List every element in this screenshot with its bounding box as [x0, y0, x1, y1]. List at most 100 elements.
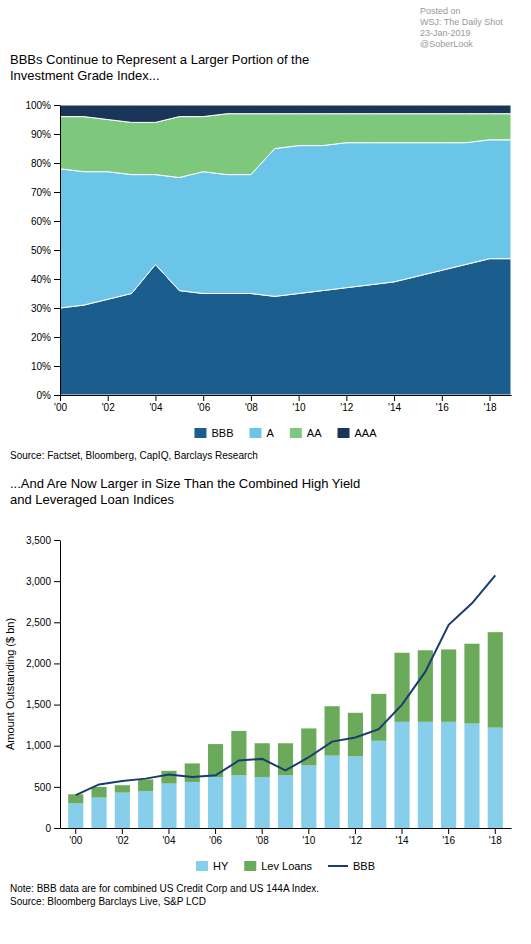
bar	[91, 787, 106, 798]
tick: 80%	[31, 158, 60, 169]
tick-mark	[54, 787, 60, 788]
tick: '14	[396, 828, 409, 846]
tick-label: 10%	[31, 361, 51, 372]
tick-label: '10	[302, 835, 315, 846]
tick-mark	[299, 395, 300, 401]
tick-label: '14	[396, 835, 409, 846]
legend-swatch	[196, 861, 208, 871]
tick-mark	[60, 395, 61, 401]
legend-label: HY	[213, 860, 229, 872]
tick-label: '12	[349, 835, 362, 846]
tick-label: 2,000	[26, 658, 51, 669]
tick: 0%	[37, 390, 60, 401]
tick-label: 30%	[31, 303, 51, 314]
legend-swatch	[249, 428, 261, 438]
tick: 20%	[31, 332, 60, 343]
legend-swatch	[290, 428, 302, 438]
bar	[325, 706, 340, 755]
axis-line	[61, 828, 512, 829]
bar	[371, 694, 386, 741]
legend-item: AA	[290, 427, 322, 439]
tick-mark	[54, 366, 60, 367]
tick: '00	[69, 828, 82, 846]
legend-swatch	[328, 865, 348, 867]
tick: 2,500	[26, 617, 60, 628]
tick-label: '06	[197, 402, 210, 413]
tick: '10	[302, 828, 315, 846]
tick-mark	[54, 308, 60, 309]
tick-label: 500	[34, 782, 51, 793]
annotation: Posted on	[420, 6, 461, 16]
tick-label: 1,000	[26, 740, 51, 751]
legend-swatch	[244, 861, 256, 871]
bar	[138, 791, 153, 828]
tick-label: 70%	[31, 187, 51, 198]
tick: 30%	[31, 303, 60, 314]
tick-label: '00	[54, 402, 67, 413]
tick-mark	[355, 828, 356, 834]
tick-label: '16	[442, 835, 455, 846]
tick-mark	[108, 395, 109, 401]
tick: '18	[484, 395, 497, 413]
axis-line	[61, 395, 512, 396]
tick-mark	[54, 279, 60, 280]
bar	[68, 794, 83, 803]
tick: 0	[45, 823, 60, 834]
legend-label: AAA	[355, 427, 378, 439]
tick-mark	[203, 395, 204, 401]
bar	[161, 771, 176, 784]
tick-label: '18	[484, 402, 497, 413]
tick-mark	[155, 395, 156, 401]
annotation: @SoberLook	[420, 39, 473, 49]
tick: '04	[162, 828, 175, 846]
tick-label: 60%	[31, 216, 51, 227]
tick-mark	[495, 828, 496, 834]
source: Source: Bloomberg Barclays Live, S&P LCD	[10, 896, 206, 907]
tick-label: '14	[388, 402, 401, 413]
bar	[255, 777, 270, 828]
tick: '18	[489, 828, 502, 846]
tick-mark	[54, 250, 60, 251]
tick-label: '02	[116, 835, 129, 846]
tick-label: 0%	[37, 390, 52, 401]
bar	[441, 722, 456, 828]
legend-item: AAA	[338, 427, 378, 439]
tick-label: 80%	[31, 158, 51, 169]
tick-mark	[75, 828, 76, 834]
tick-mark	[394, 395, 395, 401]
tick-label: 3,500	[26, 535, 51, 546]
tick-label: '18	[489, 835, 502, 846]
legend-item: BBB	[328, 860, 375, 872]
plot-area	[60, 105, 511, 395]
y-axis: 0% 10% 20% 30% 40% 50% 60% 70% 80% 90% 100%	[25, 100, 60, 401]
title: BBBs Continue to Represent a Larger Port…	[10, 52, 309, 83]
tick-label: 40%	[31, 274, 51, 285]
tick-label: 50%	[31, 245, 51, 256]
tick-mark	[54, 163, 60, 164]
tick: '12	[349, 828, 362, 846]
tick-mark	[442, 395, 443, 401]
tick-label: '06	[209, 835, 222, 846]
tick: '06	[209, 828, 222, 846]
tick-label: '00	[69, 835, 82, 846]
bar	[464, 644, 479, 724]
tick: '16	[442, 828, 455, 846]
tick-mark	[448, 828, 449, 834]
axis-line	[60, 541, 61, 829]
tick-label: 100%	[25, 100, 51, 111]
bar	[371, 741, 386, 828]
tick-mark	[54, 540, 60, 541]
tick-mark	[54, 581, 60, 582]
tick: 2,000	[26, 658, 60, 669]
tick-label: 90%	[31, 129, 51, 140]
tick: '12	[340, 395, 353, 413]
tick: '00	[54, 395, 67, 413]
bar	[488, 632, 503, 727]
tick: 60%	[31, 216, 60, 227]
bar	[231, 731, 246, 775]
tick: '10	[293, 395, 306, 413]
legend-item: BBB	[194, 427, 233, 439]
tick: 1,500	[26, 699, 60, 710]
legend-swatch	[338, 428, 350, 438]
tick: '08	[256, 828, 269, 846]
